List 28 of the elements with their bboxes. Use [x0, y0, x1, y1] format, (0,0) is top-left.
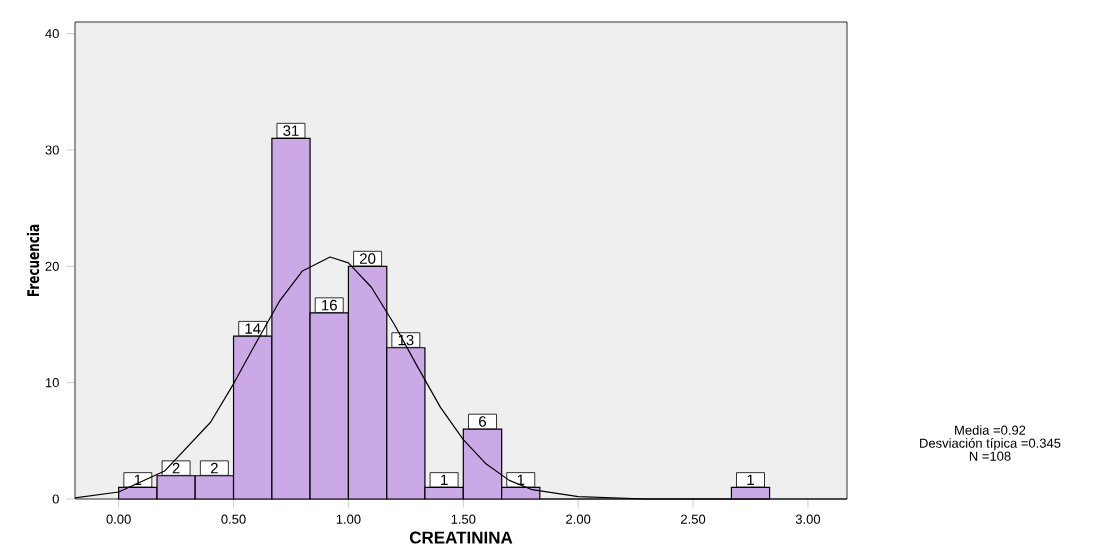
text: Media =0.92 [955, 425, 1026, 435]
data-label: 2 [210, 462, 218, 474]
data-label: 6 [479, 416, 486, 427]
x-tick-label: 0.00 [106, 514, 131, 524]
x-axis-title: CREATININA [409, 531, 513, 544]
x-tick-label: 3.00 [795, 514, 821, 524]
data-label: 20 [360, 253, 376, 264]
data-label: 14 [245, 323, 261, 334]
x-tick-label: 1.00 [336, 514, 361, 524]
data-label: 2 [172, 462, 180, 474]
y-tick-label: 20 [45, 261, 59, 271]
y-axis-title: Frecuencia [26, 224, 40, 296]
x-tick-label: 2.00 [566, 514, 591, 524]
y-tick-label: 40 [45, 29, 59, 39]
data-label: 1 [747, 474, 754, 485]
x-tick-label: 2.50 [681, 514, 706, 524]
data-label: 16 [322, 299, 337, 311]
data-label: 1 [441, 474, 448, 485]
text: N =108 [969, 451, 1011, 461]
y-tick-label: 10 [45, 378, 59, 388]
data-label: 1 [517, 474, 525, 485]
data-label: 31 [283, 125, 299, 136]
y-tick-label: 0 [52, 494, 59, 504]
text: Desviación típica =0.345 [920, 438, 1061, 451]
x-tick-label: 1.50 [451, 514, 476, 524]
data-label: 1 [134, 474, 142, 485]
x-tick-label: 0.50 [221, 514, 246, 524]
y-tick-label: 30 [45, 145, 59, 155]
